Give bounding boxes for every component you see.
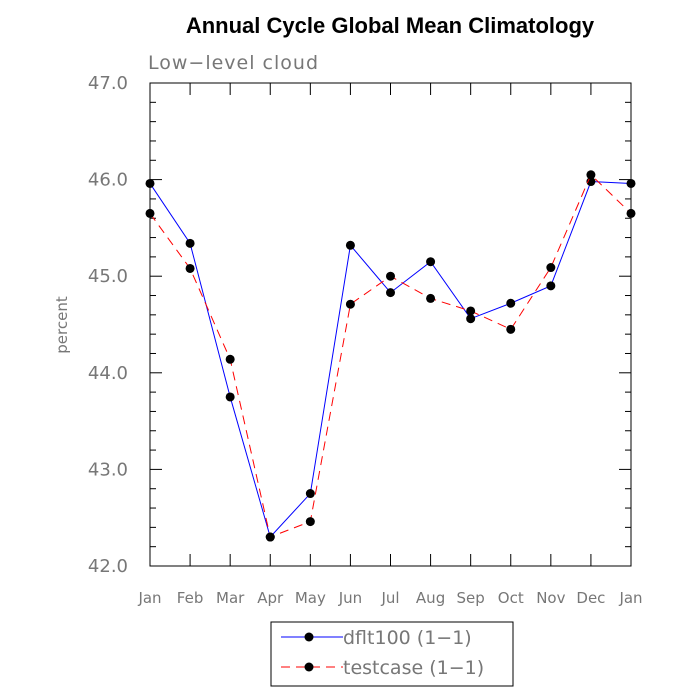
data-point: [626, 178, 636, 188]
data-point: [345, 299, 355, 309]
x-tick-label: May: [295, 589, 326, 607]
chart-subtitle: Low−level cloud: [148, 52, 319, 74]
data-point: [305, 489, 315, 499]
data-point: [466, 306, 476, 316]
series-layer: [145, 170, 636, 542]
legend-marker-dflt100: [304, 632, 314, 642]
plot-frame: [149, 82, 632, 567]
legend: dflt100 (1−1) testcase (1−1): [270, 621, 514, 687]
chart-title: Annual Cycle Global Mean Climatology: [186, 13, 595, 38]
x-tick-label: Sep: [457, 589, 485, 607]
y-tick-label: 43.0: [88, 459, 128, 480]
data-point: [145, 208, 155, 218]
data-point: [265, 532, 275, 542]
data-point: [546, 281, 556, 291]
legend-label-dflt100: dflt100 (1−1): [343, 627, 472, 649]
x-tick-label: Apr: [257, 589, 284, 607]
data-point: [185, 238, 195, 248]
data-point: [225, 354, 235, 364]
data-point: [426, 293, 436, 303]
y-tick-label: 47.0: [88, 73, 128, 94]
x-tick-label: Jun: [338, 589, 362, 607]
data-point: [506, 298, 516, 308]
x-tick-label: Feb: [177, 589, 204, 607]
y-tick-label: 45.0: [88, 266, 128, 287]
series-line: [149, 181, 632, 539]
data-point: [386, 288, 395, 298]
x-tick-label: Jul: [380, 589, 399, 607]
y-axis-label: percent: [53, 296, 71, 354]
x-tick-label: Nov: [536, 589, 565, 607]
axes: 42.0 43.0 44.0 45.0 46.0 47.0 Jan Feb Mar Apr May J…: [88, 73, 643, 607]
x-tick-label: Jan: [137, 589, 161, 607]
data-point: [426, 257, 436, 267]
x-tick-label: Dec: [576, 589, 605, 607]
legend-box: [270, 621, 514, 687]
data-point: [546, 263, 556, 273]
y-tick-label: 46.0: [88, 170, 128, 191]
legend-marker-testcase: [304, 662, 314, 672]
data-point: [145, 178, 155, 188]
y-tick-label: 42.0: [88, 556, 128, 577]
data-point: [225, 392, 235, 402]
x-tick-label: Oct: [498, 589, 524, 607]
data-point: [185, 263, 195, 273]
series-0: [145, 177, 636, 542]
data-point: [345, 240, 355, 250]
x-tick-label: Aug: [416, 589, 445, 607]
data-point: [466, 314, 476, 324]
x-tick-label: Mar: [216, 589, 245, 607]
data-point: [305, 517, 315, 527]
x-tick-label: Jan: [618, 589, 642, 607]
data-point: [626, 208, 636, 218]
data-point: [586, 170, 596, 180]
y-tick-label: 44.0: [88, 363, 128, 384]
data-point: [506, 324, 516, 334]
series-line: [149, 173, 632, 538]
data-point: [386, 271, 395, 281]
series-1: [145, 170, 636, 542]
legend-label-testcase: testcase (1−1): [343, 657, 484, 679]
